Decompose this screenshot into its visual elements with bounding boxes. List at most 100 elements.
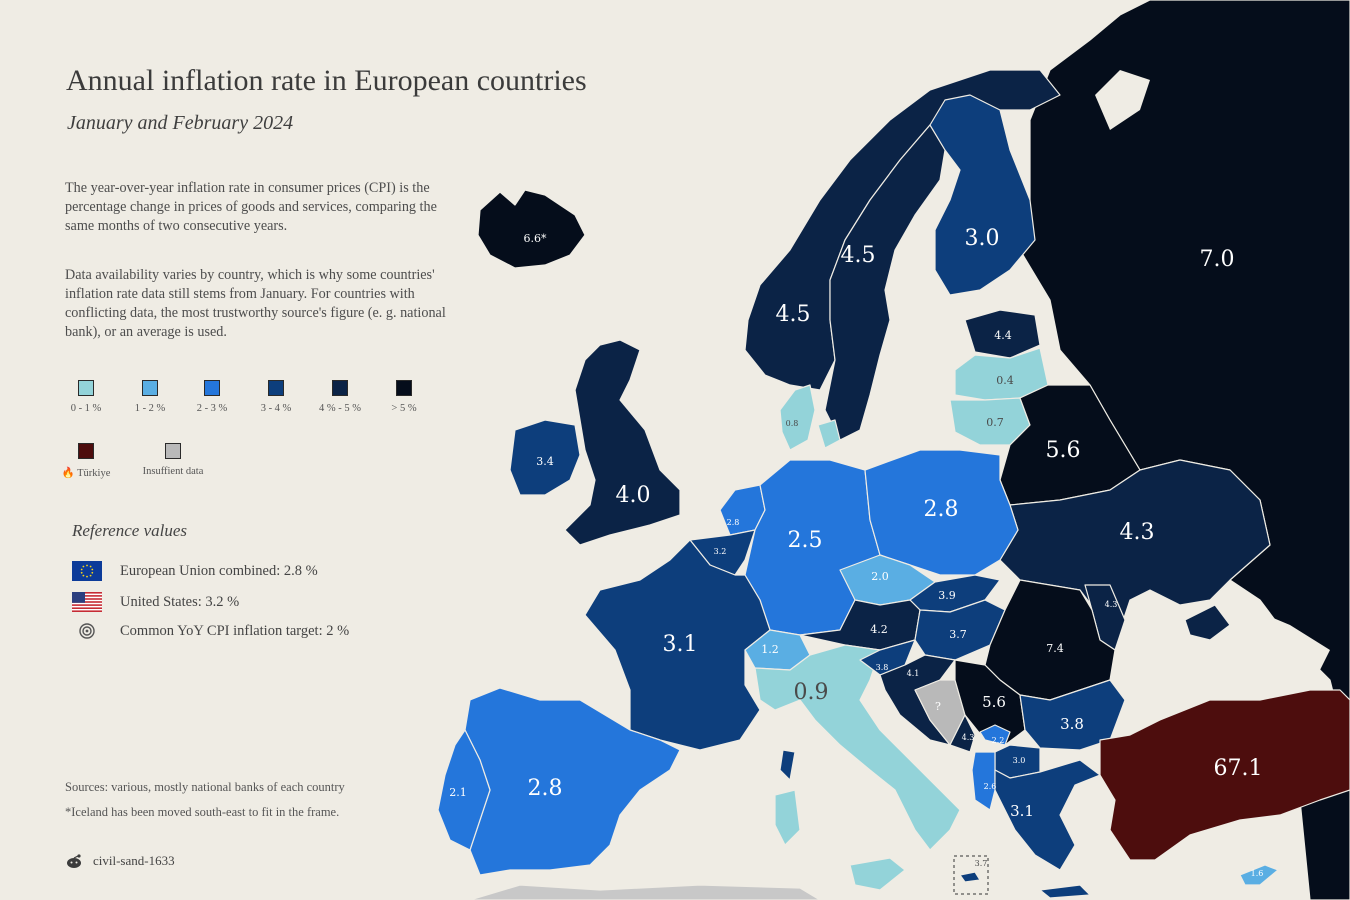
legend-label: > 5 % bbox=[391, 403, 417, 414]
legend-label: Insuffient data bbox=[142, 466, 204, 477]
reference-target-text: Common YoY CPI inflation target: 2 % bbox=[120, 622, 350, 639]
country-albania bbox=[971, 751, 996, 811]
country-sicily bbox=[849, 857, 906, 891]
reference-eu-text: European Union combined: 2.8 % bbox=[120, 562, 318, 579]
label-norway: 4.5 bbox=[841, 243, 876, 268]
country-russia bbox=[1019, 0, 1350, 900]
label-poland: 2.8 bbox=[924, 497, 959, 522]
country-turkey bbox=[1099, 689, 1350, 861]
country-cyprus bbox=[1239, 864, 1279, 886]
target-icon bbox=[79, 623, 95, 639]
label-croatia: 4.1 bbox=[907, 669, 920, 678]
description-paragraph-2: Data availability varies by country, whi… bbox=[65, 267, 446, 340]
legend-item-insufficient: Insuffient data bbox=[142, 443, 204, 477]
label-romania: 7.4 bbox=[1046, 642, 1064, 655]
label-spain: 2.8 bbox=[528, 776, 563, 801]
label-finland: 3.0 bbox=[965, 226, 1000, 251]
reference-target: Common YoY CPI inflation target: 2 % bbox=[72, 621, 349, 641]
country-sweden bbox=[824, 124, 946, 441]
label-czechia: 2.0 bbox=[871, 570, 889, 583]
label-germany: 2.5 bbox=[788, 528, 823, 553]
country-denmark bbox=[779, 384, 816, 451]
country-portugal bbox=[437, 729, 491, 851]
legend-item-3-4: 3 - 4 % bbox=[246, 380, 306, 414]
label-bulgaria: 3.8 bbox=[1060, 715, 1084, 733]
sources-note: Sources: various, mostly national banks … bbox=[65, 780, 345, 794]
country-denmark-island bbox=[817, 419, 841, 449]
reference-title: Reference values bbox=[72, 521, 187, 540]
country-finland bbox=[929, 94, 1036, 296]
country-corsica bbox=[779, 749, 796, 781]
label-serbia: 5.6 bbox=[982, 693, 1006, 711]
country-montenegro bbox=[949, 714, 976, 753]
label-ireland: 3.4 bbox=[536, 455, 554, 468]
description-paragraph-1: The year-over-year inflation rate in con… bbox=[65, 180, 437, 234]
eu-flag-icon bbox=[72, 561, 102, 581]
legend-item-2-3: 2 - 3 % bbox=[182, 380, 242, 414]
label-kosovo: 2.2 bbox=[992, 736, 1005, 745]
label-latvia: 0.4 bbox=[996, 374, 1014, 387]
country-sardinia bbox=[774, 789, 801, 846]
legend-label: 2 - 3 % bbox=[196, 403, 228, 414]
label-denmark: 0.8 bbox=[786, 419, 799, 428]
legend-label: 1 - 2 % bbox=[134, 403, 166, 414]
white-sea bbox=[1095, 70, 1150, 130]
label-portugal: 2.1 bbox=[449, 786, 467, 799]
label-hungary: 3.7 bbox=[949, 628, 967, 641]
africa-edge bbox=[469, 884, 821, 900]
legend-swatch bbox=[78, 443, 94, 459]
page-title: Annual inflation rate in European countr… bbox=[66, 64, 587, 97]
label-italy: 0.9 bbox=[794, 680, 829, 705]
label-malta: 3.7 bbox=[975, 859, 988, 868]
label-slovenia: 3.8 bbox=[876, 663, 889, 672]
label-sweden: 4.5 bbox=[776, 302, 811, 327]
legend-item-0-1: 0 - 1 % bbox=[56, 380, 116, 414]
country-kosovo bbox=[979, 724, 1011, 746]
country-italy bbox=[754, 644, 961, 851]
legend-item-5-plus: > 5 % bbox=[374, 380, 434, 414]
country-france bbox=[584, 539, 771, 751]
label-switzerland: 1.2 bbox=[761, 643, 779, 656]
label-turkey: 67.1 bbox=[1214, 756, 1263, 781]
label-cyprus: 1.6 bbox=[1251, 869, 1264, 878]
label-slovakia: 3.9 bbox=[938, 589, 956, 602]
label-netherlands: 2.8 bbox=[727, 518, 740, 527]
page-subtitle: January and February 2024 bbox=[67, 112, 294, 134]
legend-label: 4 % - 5 % bbox=[319, 403, 361, 414]
reference-us-text: United States: 3.2 % bbox=[120, 593, 240, 610]
country-greece bbox=[994, 759, 1101, 871]
label-iceland: 6.6* bbox=[524, 232, 547, 245]
label-ukraine: 4.3 bbox=[1120, 520, 1155, 545]
legend-swatch bbox=[204, 380, 220, 396]
author-name: civil-sand-1633 bbox=[93, 853, 175, 868]
country-uk bbox=[564, 339, 681, 546]
reddit-icon bbox=[67, 854, 81, 868]
legend-label: 3 - 4 % bbox=[260, 403, 292, 414]
legend-swatch bbox=[332, 380, 348, 396]
label-belarus: 5.6 bbox=[1046, 438, 1081, 463]
reference-eu: European Union combined: 2.8 % bbox=[72, 561, 318, 581]
country-serbia bbox=[954, 659, 1026, 746]
legend-item-turkiye: 🔥 Türkiye bbox=[56, 443, 116, 479]
country-malta bbox=[959, 871, 981, 883]
label-bosnia: ? bbox=[935, 700, 941, 713]
legend-label: 🔥 Türkiye bbox=[56, 466, 116, 479]
label-greece: 3.1 bbox=[1010, 802, 1034, 820]
legend-item-1-2: 1 - 2 % bbox=[120, 380, 180, 414]
label-lithuania: 0.7 bbox=[986, 416, 1004, 429]
country-bulgaria bbox=[1019, 679, 1126, 751]
country-iceland bbox=[477, 189, 586, 269]
label-albania: 2.6 bbox=[984, 782, 997, 791]
label-austria: 4.2 bbox=[870, 623, 888, 636]
black-sea bbox=[1130, 600, 1330, 700]
label-north-macedonia: 3.0 bbox=[1013, 756, 1026, 765]
legend-swatch bbox=[268, 380, 284, 396]
legend-swatch bbox=[165, 443, 181, 459]
author-credit[interactable]: civil-sand-1633 bbox=[65, 852, 175, 870]
iceland-footnote: *Iceland has been moved south-east to fi… bbox=[65, 805, 340, 819]
label-montenegro: 4.3 bbox=[962, 733, 975, 742]
country-crimea bbox=[1184, 604, 1231, 641]
label-estonia: 4.4 bbox=[994, 329, 1012, 342]
legend-item-4-5: 4 % - 5 % bbox=[310, 380, 370, 414]
